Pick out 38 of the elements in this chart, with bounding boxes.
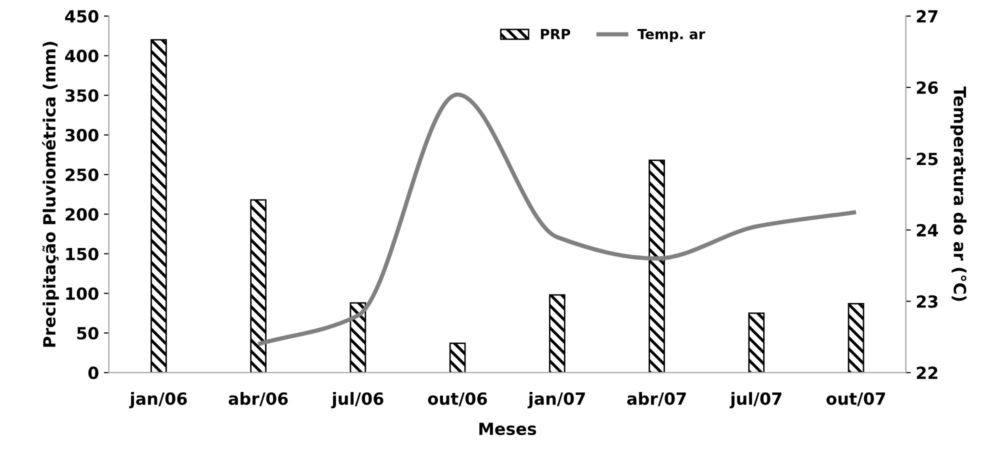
x-tick-label: abr/06 <box>228 392 288 406</box>
y-tick-label: 200 <box>66 208 98 221</box>
x-tick-label: jan/07 <box>528 392 585 408</box>
bar <box>549 294 566 373</box>
line-series <box>256 92 858 346</box>
y2-tick-label: 27 <box>916 10 938 22</box>
legend-label: Temp. ar <box>637 29 706 42</box>
bar <box>150 39 167 373</box>
y2-tick-label: 23 <box>916 295 938 308</box>
x-axis-title: Meses <box>479 422 536 436</box>
y-tick-label: 100 <box>66 287 98 300</box>
bar <box>848 302 864 373</box>
bar <box>449 342 466 373</box>
y-tick-label: 50 <box>77 326 98 340</box>
x-tick-label: out/06 <box>428 392 487 406</box>
bar <box>748 312 765 373</box>
y-tick-label: 300 <box>66 128 98 142</box>
y-tick-label: 0 <box>88 366 98 380</box>
x-tick-label: jul/07 <box>730 392 782 408</box>
y2-tick-label: 22 <box>916 366 938 379</box>
bar <box>350 302 366 373</box>
x-tick-label: abr/07 <box>627 392 686 406</box>
y-axis-title: Precipitação Pluviométrica (mm) <box>42 42 59 347</box>
y-tick-label: 150 <box>66 248 98 260</box>
y2-axis-title: Temperatura do ar (°C) <box>950 86 967 301</box>
x-tick-label: jan/06 <box>129 392 187 408</box>
y2-tick-label: 26 <box>916 81 938 94</box>
legend-label: PRP <box>540 29 570 40</box>
x-tick-label: out/07 <box>826 392 885 406</box>
y2-tick-label: 24 <box>916 224 938 236</box>
bar <box>250 199 266 373</box>
y-tick-label: 250 <box>66 168 98 182</box>
y-tick-label: 350 <box>66 89 98 102</box>
y2-tick-label: 25 <box>916 152 938 166</box>
bar <box>648 160 665 373</box>
y-tick-label: 450 <box>65 10 98 23</box>
y-tick-label: 400 <box>65 50 98 62</box>
x-tick-label: jul/06 <box>331 392 384 408</box>
